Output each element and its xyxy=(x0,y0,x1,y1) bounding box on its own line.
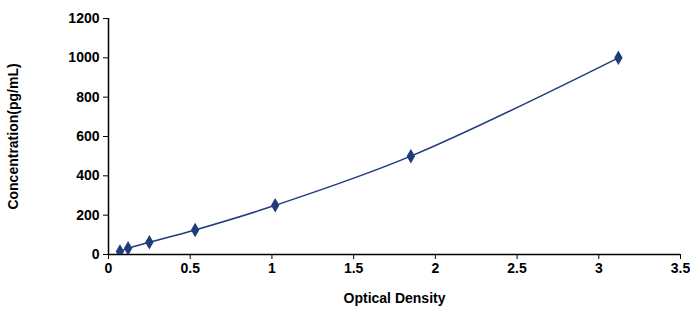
svg-text:1200: 1200 xyxy=(68,10,99,26)
svg-text:0: 0 xyxy=(105,260,113,276)
svg-text:200: 200 xyxy=(76,207,100,223)
svg-text:3.5: 3.5 xyxy=(671,260,690,276)
svg-text:600: 600 xyxy=(76,128,100,144)
svg-text:1.5: 1.5 xyxy=(344,260,364,276)
svg-text:Concentration(pg/mL): Concentration(pg/mL) xyxy=(5,63,21,209)
svg-text:3: 3 xyxy=(595,260,603,276)
svg-text:0: 0 xyxy=(92,246,100,262)
svg-text:1: 1 xyxy=(268,260,276,276)
svg-text:Optical Density: Optical Density xyxy=(344,290,446,306)
svg-text:400: 400 xyxy=(76,167,100,183)
svg-text:1000: 1000 xyxy=(68,49,99,65)
svg-text:2.5: 2.5 xyxy=(507,260,527,276)
svg-text:800: 800 xyxy=(76,89,100,105)
svg-text:2: 2 xyxy=(431,260,439,276)
svg-text:0.5: 0.5 xyxy=(180,260,200,276)
